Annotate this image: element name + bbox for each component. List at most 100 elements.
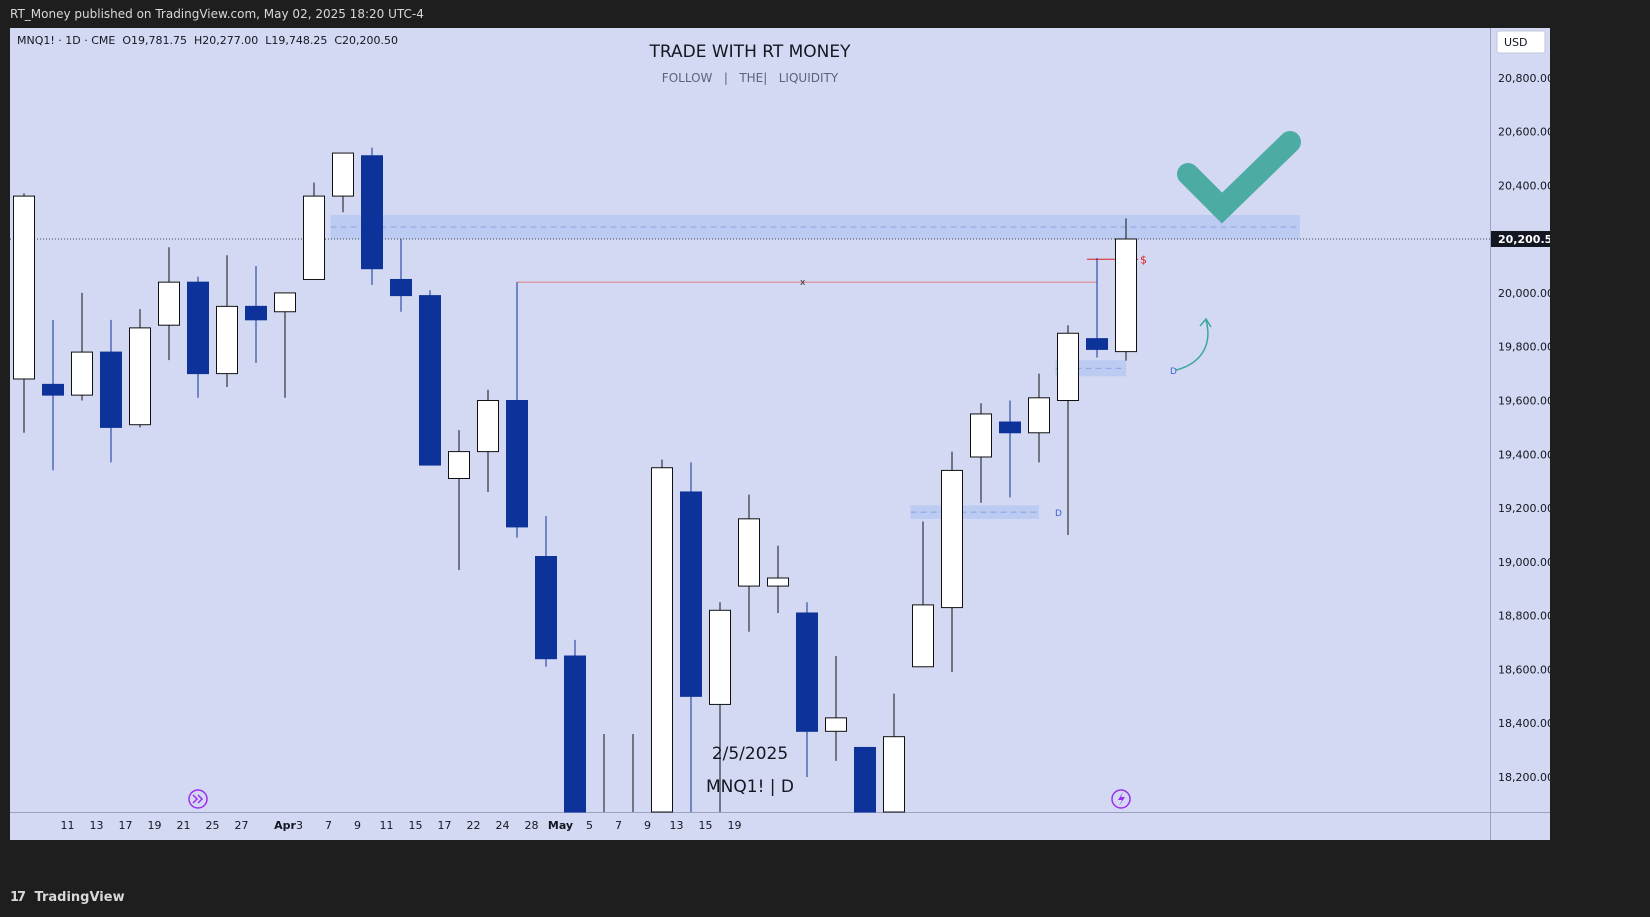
candle-body [970, 413, 992, 458]
candle-body [825, 717, 847, 732]
candle-body [941, 469, 963, 609]
time-tick-label: 21 [177, 819, 191, 832]
candle-body [100, 351, 122, 428]
liquidity-x-label: x [800, 278, 806, 288]
candle-4 [100, 319, 122, 463]
candle-35 [999, 400, 1021, 498]
candle-body [245, 305, 267, 321]
candle-body [13, 195, 35, 380]
time-tick-label: 13 [670, 819, 684, 832]
candle-body [332, 152, 354, 197]
sweep-label: $ [1140, 253, 1147, 266]
time-tick-label: 9 [354, 819, 361, 832]
candle-11 [303, 182, 325, 280]
candle-body [506, 400, 528, 528]
candle-32 [912, 521, 934, 668]
zones-layer [330, 214, 1300, 519]
zone-label-d-upper: D [1170, 367, 1177, 377]
candle-36 [1028, 373, 1050, 463]
currency-button[interactable] [1496, 30, 1546, 54]
chart-area[interactable]: 18,200.00 18,400.00 18,600.00 18,800.00 19,0… [10, 28, 1550, 840]
candle-8 [216, 255, 238, 388]
price-tick-label: 18,200.00 [1498, 771, 1550, 784]
candle-39 [1115, 218, 1137, 361]
candle-body [1086, 338, 1108, 350]
candle-6 [158, 247, 180, 361]
time-axis[interactable]: 11 13 17 19 21 25 27 Apr 3 7 9 11 15 17 22 24 28 May 5 7 9 13… [61, 819, 742, 832]
watermark-title: TRADE WITH RT MONEY [648, 42, 851, 62]
candle-body [129, 327, 151, 426]
candle-14 [390, 239, 412, 312]
candle-10 [274, 292, 296, 398]
price-tick-label: 20,400.00 [1498, 179, 1550, 192]
candle-body [42, 383, 64, 396]
time-tick-label: 19 [148, 819, 162, 832]
candle-body [796, 612, 818, 732]
arrow-head-icon [1199, 317, 1212, 328]
candle-body [651, 467, 673, 813]
play-forward-icon[interactable] [188, 789, 208, 809]
publisher-bar: RT_Money published on TradingView.com, M… [0, 0, 1650, 28]
time-tick-label: 3 [296, 819, 303, 832]
time-tick-label: 19 [728, 819, 742, 832]
candle-17 [477, 389, 499, 492]
candle-33 [941, 451, 963, 673]
time-tick-label: Apr [274, 819, 296, 832]
time-tick-label: 28 [525, 819, 539, 832]
time-tick-label: 9 [644, 819, 651, 832]
candle-5 [129, 309, 151, 428]
candle-30 [854, 746, 876, 813]
lightning-icon[interactable] [1111, 789, 1131, 809]
time-tick-label: May [548, 819, 573, 832]
candle-body [361, 155, 383, 270]
price-tick-label: 19,600.00 [1498, 395, 1550, 408]
candle-31 [883, 693, 905, 813]
candle-body [854, 746, 876, 813]
candle-body [709, 609, 731, 705]
price-tick-label: 19,200.00 [1498, 502, 1550, 515]
candle-body [1057, 332, 1079, 402]
time-tick-label: 13 [90, 819, 104, 832]
price-tick-label: 19,400.00 [1498, 448, 1550, 461]
candle-1 [13, 193, 35, 433]
candle-body [912, 604, 934, 668]
price-scale-background [1491, 28, 1550, 812]
price-tick-label: 20,800.00 [1498, 72, 1550, 85]
candle-26 [738, 494, 760, 632]
price-tick-label: 20,000.00 [1498, 287, 1550, 300]
candle-28 [796, 602, 818, 778]
current-price-label: 20,200.50 [1498, 233, 1550, 246]
candle-19 [535, 516, 557, 667]
candle-body [448, 451, 470, 479]
candle-16 [448, 430, 470, 570]
candle-body [158, 281, 180, 326]
tradingview-brand-text: TradingView [34, 890, 125, 905]
candle-body [999, 421, 1021, 434]
candle-34 [970, 403, 992, 503]
candle-body [71, 351, 93, 396]
candle-body [767, 577, 789, 587]
time-tick-label: 7 [615, 819, 622, 832]
time-tick-label: 27 [235, 819, 249, 832]
candle-body [883, 736, 905, 813]
watermark-date: 2/5/2025 [712, 744, 788, 764]
symbol-header: MNQ1! · 1D · CME O19,781.75 H20,277.00 L… [17, 34, 398, 47]
tradingview-brand[interactable]: 17 TradingView [10, 890, 125, 905]
candle-37 [1057, 325, 1079, 535]
candle-38 [1086, 257, 1108, 358]
time-tick-label: 24 [496, 819, 510, 832]
candle-body [564, 655, 586, 813]
candle-body [680, 491, 702, 697]
candle-24 [680, 462, 702, 812]
price-tick-label: 18,800.00 [1498, 610, 1550, 623]
time-tick-label: 5 [586, 819, 593, 832]
candle-29 [825, 656, 847, 761]
price-tick-label: 20,600.00 [1498, 126, 1550, 139]
candle-body [1115, 238, 1137, 353]
footer-bar: 17 TradingView [0, 881, 1650, 917]
candle-body [419, 295, 441, 466]
time-tick-label: 15 [409, 819, 423, 832]
candle-body [477, 400, 499, 453]
price-tick-label: 19,000.00 [1498, 556, 1550, 569]
time-tick-label: 17 [119, 819, 133, 832]
